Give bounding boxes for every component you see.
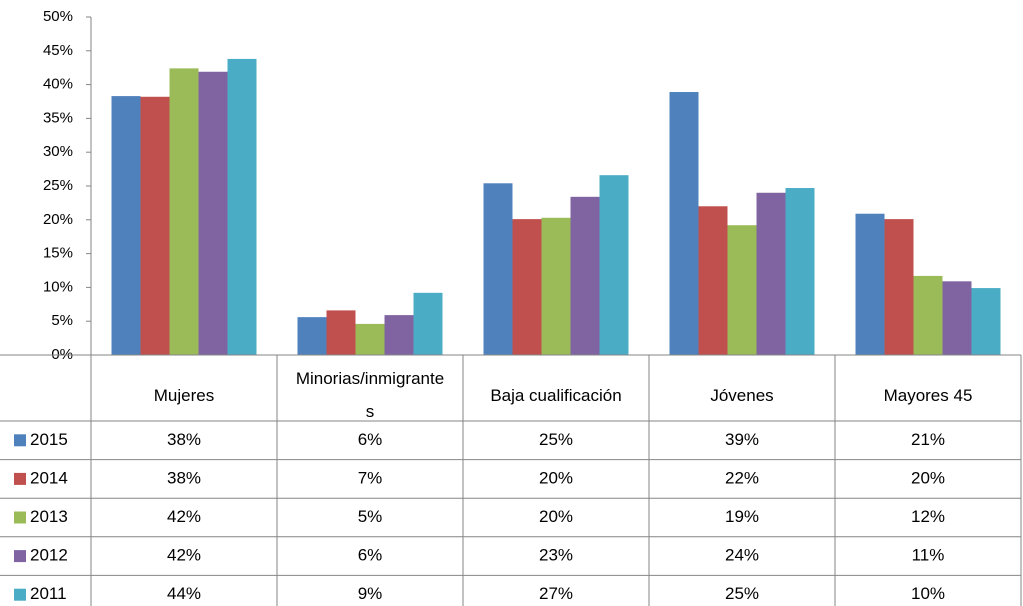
bar (297, 317, 327, 355)
value-label: 38% (167, 468, 201, 487)
bar (971, 288, 1001, 355)
value-label: 6% (358, 430, 383, 449)
bar (698, 206, 728, 355)
y-tick-label: 25% (43, 177, 73, 194)
value-label: 19% (725, 507, 759, 526)
bar (384, 315, 414, 355)
y-tick-label: 30% (43, 143, 73, 160)
bar (541, 217, 571, 355)
x-tick-label: Minorias/inmigrantes (295, 369, 445, 421)
value-label: 25% (725, 584, 759, 603)
x-tick-label: Mujeres (153, 385, 215, 405)
bar (669, 92, 699, 355)
value-label: 20% (539, 468, 573, 487)
bar (913, 275, 943, 355)
value-label: 23% (539, 546, 573, 565)
x-tick-label: Jóvenes (710, 385, 774, 405)
y-tick-label: 10% (43, 278, 73, 295)
legend-swatch (14, 511, 26, 524)
value-label: 11% (912, 546, 945, 565)
x-tick-label: Mayores 45 (883, 385, 973, 405)
bar (413, 292, 443, 355)
value-label: 5% (358, 507, 383, 526)
bar (111, 96, 141, 355)
legend-swatch (14, 550, 26, 563)
legend-swatch (14, 434, 26, 447)
bar (355, 323, 385, 355)
bar (140, 96, 170, 355)
bar (198, 71, 228, 356)
value-label: 12% (911, 507, 945, 526)
value-label: 39% (725, 430, 759, 449)
value-label: 42% (167, 546, 201, 565)
bar (599, 175, 629, 355)
value-label: 42% (167, 507, 201, 526)
legend-label: 2011 (30, 584, 67, 603)
bar (570, 196, 600, 355)
y-tick-label: 0% (51, 346, 73, 363)
value-label: 6% (358, 546, 383, 565)
bar (326, 310, 356, 355)
value-label: 44% (167, 584, 201, 603)
y-tick-label: 15% (43, 245, 73, 262)
y-tick-label: 5% (51, 312, 73, 329)
y-tick-label: 20% (43, 211, 73, 228)
y-tick-label: 40% (43, 76, 73, 93)
bar (785, 188, 815, 355)
value-label: 27% (539, 584, 573, 603)
value-label: 25% (539, 430, 573, 449)
legend-swatch (14, 472, 26, 485)
bar (227, 58, 257, 356)
bar (942, 281, 972, 355)
value-label: 22% (725, 468, 759, 487)
bar (483, 183, 513, 355)
legend-label: 2014 (30, 468, 68, 487)
value-label: 21% (911, 430, 945, 449)
bar (756, 192, 786, 355)
value-label: 24% (725, 546, 759, 565)
value-label: 20% (539, 507, 573, 526)
bar (169, 68, 199, 355)
value-label: 7% (358, 468, 383, 487)
value-label: 20% (911, 468, 945, 487)
bar (512, 219, 542, 355)
bar (855, 213, 885, 355)
bar (884, 219, 914, 355)
legend-swatch (14, 588, 26, 601)
legend-label: 2013 (30, 507, 68, 526)
value-label: 10% (911, 584, 945, 603)
value-label: 38% (167, 430, 201, 449)
legend-label: 2015 (30, 430, 68, 449)
y-tick-label: 35% (43, 109, 73, 126)
bar (727, 225, 757, 355)
y-tick-label: 45% (43, 42, 73, 59)
x-tick-label: Baja cualificación (490, 385, 622, 405)
y-tick-label: 50% (43, 8, 73, 25)
value-label: 9% (358, 584, 383, 603)
legend-label: 2012 (30, 546, 68, 565)
